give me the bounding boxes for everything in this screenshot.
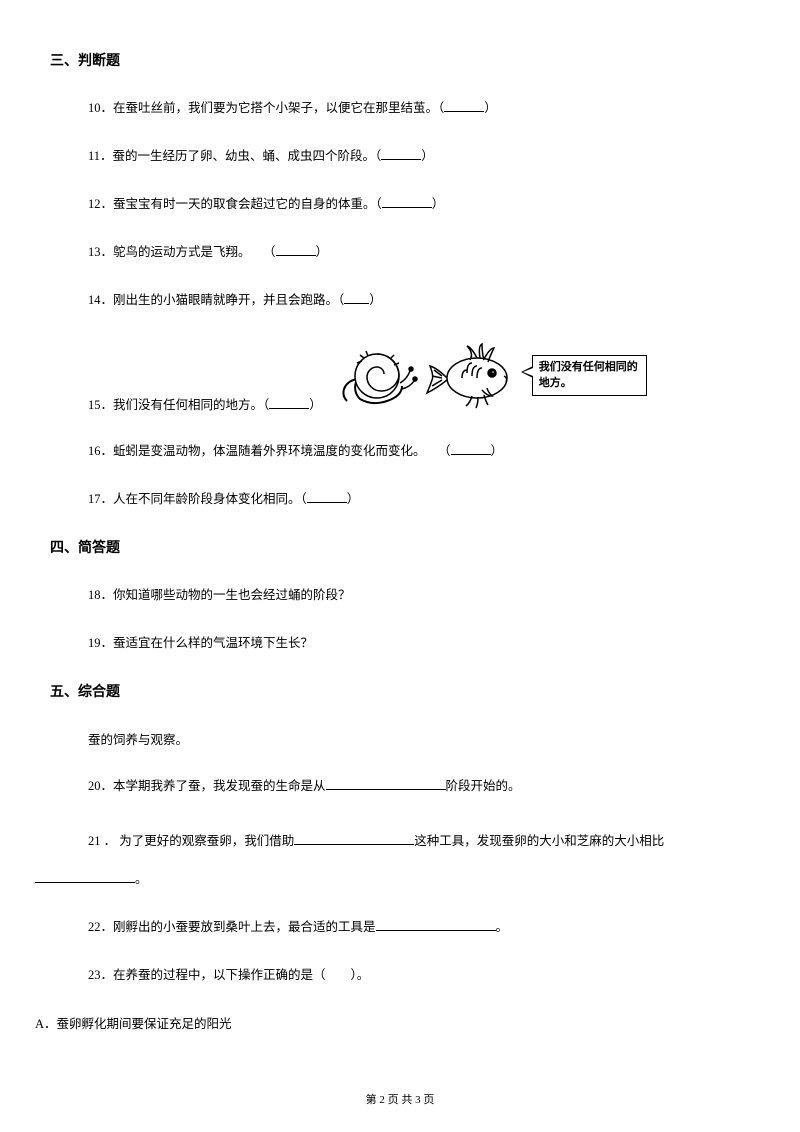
question-23: 23．在养蚕的过程中，以下操作正确的是（ ）。 <box>88 965 740 985</box>
question-21-cont: 。 <box>35 869 740 889</box>
q17-blank[interactable] <box>307 502 347 503</box>
question-17: 17．人在不同年龄阶段身体变化相同。（ ） <box>88 489 740 509</box>
question-15: 15．我们没有任何相同的地方。（ ） <box>88 394 322 413</box>
speech-bubble: 我们没有任何相同的地方。 <box>532 355 647 396</box>
q20-b: 阶段开始的。 <box>446 779 521 793</box>
question-21: 21 ． 为了更好的观察蚕卵，我们借助 这种工具，发现蚕卵的大小和芝麻的大小相比 <box>88 824 740 859</box>
speech-text: 我们没有任何相同的地方。 <box>539 361 638 388</box>
page-footer: 第 2 页 共 3 页 <box>0 1091 800 1107</box>
question-18: 18．你知道哪些动物的一生也会经过蛹的阶段？ <box>88 585 740 605</box>
q11-end: ） <box>421 149 434 163</box>
q11-text: 11．蚕的一生经历了卵、幼虫、蛹、成虫四个阶段。（ <box>88 149 381 163</box>
question-20: 20．本学期我养了蚕，我发现蚕的生命是从 阶段开始的。 <box>88 776 740 796</box>
question-13: 13．鸵鸟的运动方式是飞翔。 （ ） <box>88 242 740 262</box>
q21-a: 21 ． 为了更好的观察蚕卵，我们借助 <box>88 834 294 848</box>
q20-blank[interactable] <box>326 789 446 790</box>
q11-blank[interactable] <box>381 159 421 160</box>
q15-end: ） <box>309 398 322 412</box>
section-3-title: 三、判断题 <box>50 50 740 70</box>
question-12: 12．蚕宝宝有时一天的取食会超过它的自身的体重。（ ） <box>88 194 740 214</box>
q10-end: ） <box>484 101 497 115</box>
question-11: 11．蚕的一生经历了卵、幼虫、蛹、成虫四个阶段。（ ） <box>88 146 740 166</box>
question-19: 19．蚕适宜在什么样的气温环境下生长？ <box>88 633 740 653</box>
q10-blank[interactable] <box>444 111 484 112</box>
q20-a: 20．本学期我养了蚕，我发现蚕的生命是从 <box>88 779 326 793</box>
illustration: 我们没有任何相同的地方。 <box>332 338 647 413</box>
q12-end: ） <box>432 197 445 211</box>
speech-pointer-icon <box>521 366 533 378</box>
q16-text: 16．蚯蚓是变温动物，体温随着外界环境温度的变化而变化。 （ <box>88 444 451 458</box>
question-16: 16．蚯蚓是变温动物，体温随着外界环境温度的变化而变化。 （ ） <box>88 441 740 461</box>
question-10: 10．在蚕吐丝前，我们要为它搭个小架子，以便它在那里结茧。（ ） <box>88 98 740 118</box>
q17-text: 17．人在不同年龄阶段身体变化相同。（ <box>88 492 307 506</box>
section-5-intro: 蚕的饲养与观察。 <box>88 729 740 748</box>
q22-b: 。 <box>496 920 509 934</box>
q14-text: 14．刚出生的小猫眼睛就睁开，并且会跑路。（ <box>88 293 344 307</box>
q21-c: 。 <box>135 872 148 886</box>
question-22: 22．刚孵出的小蚕要放到桑叶上去，最合适的工具是 。 <box>88 917 740 937</box>
section-4-title: 四、简答题 <box>50 537 740 557</box>
q15-text: 15．我们没有任何相同的地方。（ <box>88 398 269 412</box>
question-15-row: 15．我们没有任何相同的地方。（ ） <box>88 338 740 413</box>
q14-blank[interactable] <box>344 303 369 304</box>
snail-icon <box>332 341 422 411</box>
q13-text: 13．鸵鸟的运动方式是飞翔。 （ <box>88 245 276 259</box>
q12-text: 12．蚕宝宝有时一天的取食会超过它的自身的体重。（ <box>88 197 382 211</box>
q22-a: 22．刚孵出的小蚕要放到桑叶上去，最合适的工具是 <box>88 920 376 934</box>
q13-blank[interactable] <box>276 255 316 256</box>
q21-blank-2[interactable] <box>35 882 135 883</box>
q15-blank[interactable] <box>269 408 309 409</box>
q16-blank[interactable] <box>451 454 491 455</box>
option-a: A．蚕卵孵化期间要保证充足的阳光 <box>35 1013 740 1032</box>
question-14: 14．刚出生的小猫眼睛就睁开，并且会跑路。（ ） <box>88 290 740 310</box>
q22-blank[interactable] <box>376 930 496 931</box>
q14-end: ） <box>369 293 382 307</box>
fish-icon <box>422 338 532 413</box>
q13-end: ） <box>316 245 329 259</box>
q16-end: ） <box>491 444 504 458</box>
q10-text: 10．在蚕吐丝前，我们要为它搭个小架子，以便它在那里结茧。（ <box>88 101 444 115</box>
q17-end: ） <box>347 492 360 506</box>
q21-b: 这种工具，发现蚕卵的大小和芝麻的大小相比 <box>414 834 664 848</box>
q21-blank-1[interactable] <box>294 844 414 845</box>
section-5-title: 五、综合题 <box>50 681 740 701</box>
q12-blank[interactable] <box>382 207 432 208</box>
